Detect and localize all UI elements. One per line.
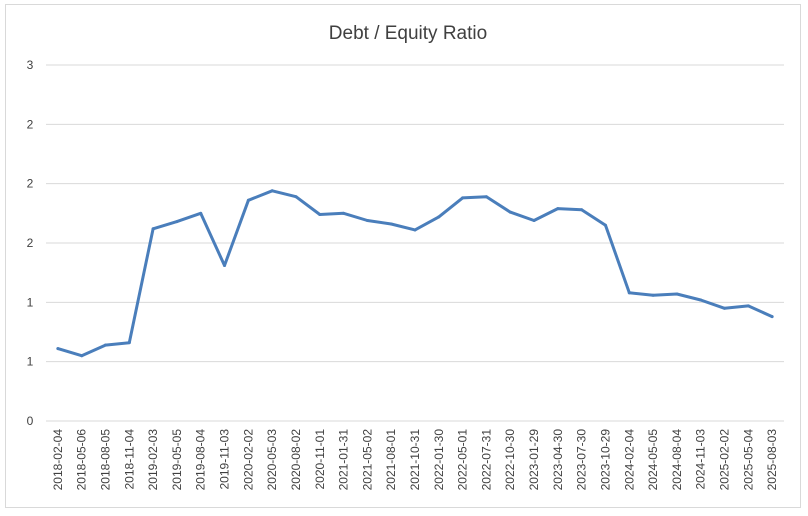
data-point: [532, 218, 536, 222]
x-tick-label: 2022-07-31: [479, 429, 493, 491]
x-tick-label: 2022-10-30: [503, 429, 517, 491]
y-axis-ticks: 0 1 1 2 2 2 3: [27, 58, 34, 428]
x-tick-label: 2022-01-30: [432, 429, 446, 491]
series-layer: [56, 189, 774, 358]
x-tick-label: 2023-10-29: [598, 429, 612, 491]
x-tick-label: 2025-02-02: [717, 429, 731, 491]
series-line: [56, 189, 774, 358]
x-tick-label: 2023-04-30: [551, 429, 565, 491]
y-tick-label: 1: [27, 355, 34, 369]
data-point: [56, 347, 60, 351]
data-point: [508, 210, 512, 214]
y-tick-label: 1: [27, 295, 34, 309]
data-point: [603, 223, 607, 227]
x-tick-label: 2025-05-04: [741, 429, 755, 491]
x-tick-label: 2018-08-05: [99, 429, 113, 491]
x-tick-label: 2020-05-03: [265, 429, 279, 491]
x-axis-ticks: 2018-02-04 2018-05-06 2018-08-05 2018-11-04…: [51, 429, 779, 491]
data-point: [437, 215, 441, 219]
data-point: [627, 291, 631, 295]
y-tick-label: 2: [27, 177, 34, 191]
x-tick-label: 2018-02-04: [51, 429, 65, 491]
data-point: [270, 189, 274, 193]
data-point: [151, 227, 155, 231]
chart-title: Debt / Equity Ratio: [329, 23, 487, 44]
data-point: [580, 208, 584, 212]
data-point: [389, 222, 393, 226]
data-point: [104, 343, 108, 347]
data-point: [365, 218, 369, 222]
y-tick-label: 2: [27, 236, 34, 250]
x-tick-label: 2021-01-31: [337, 429, 351, 491]
x-tick-label: 2025-08-03: [765, 429, 779, 491]
data-point: [223, 264, 227, 268]
x-tick-label: 2019-08-04: [194, 429, 208, 491]
x-tick-label: 2018-11-04: [122, 429, 136, 490]
data-point: [127, 341, 131, 345]
data-point: [318, 213, 322, 217]
y-tick-label: 3: [27, 58, 34, 72]
data-point: [461, 196, 465, 200]
x-tick-label: 2020-11-01: [313, 429, 327, 490]
x-tick-label: 2024-02-04: [622, 429, 636, 491]
data-point: [770, 315, 774, 319]
data-point: [80, 354, 84, 358]
data-point: [484, 195, 488, 199]
data-point: [722, 306, 726, 310]
x-tick-label: 2019-05-05: [170, 429, 184, 491]
gridlines: [46, 64, 784, 422]
x-tick-label: 2020-02-02: [241, 429, 255, 491]
x-tick-label: 2024-08-04: [670, 429, 684, 491]
x-tick-label: 2024-11-03: [694, 429, 708, 490]
x-tick-label: 2019-02-03: [146, 429, 160, 491]
x-tick-label: 2019-11-03: [218, 429, 232, 490]
data-point: [294, 195, 298, 199]
data-point: [699, 298, 703, 302]
x-tick-label: 2021-05-02: [360, 429, 374, 491]
x-tick-label: 2024-05-05: [646, 429, 660, 491]
data-point: [175, 220, 179, 224]
data-point: [199, 211, 203, 215]
data-point: [342, 211, 346, 215]
data-point: [246, 198, 250, 202]
x-tick-label: 2021-10-31: [408, 429, 422, 491]
data-point: [675, 292, 679, 296]
y-tick-label: 0: [27, 414, 34, 428]
data-point: [556, 207, 560, 211]
x-tick-label: 2023-07-30: [575, 429, 589, 491]
x-tick-label: 2020-08-02: [289, 429, 303, 491]
x-tick-label: 2018-05-06: [75, 429, 89, 491]
data-point: [746, 304, 750, 308]
x-tick-label: 2023-01-29: [527, 429, 541, 491]
y-tick-label: 2: [27, 117, 34, 131]
data-point: [651, 293, 655, 297]
x-tick-label: 2021-08-01: [384, 429, 398, 491]
data-point: [413, 228, 417, 232]
x-tick-label: 2022-05-01: [456, 429, 470, 491]
